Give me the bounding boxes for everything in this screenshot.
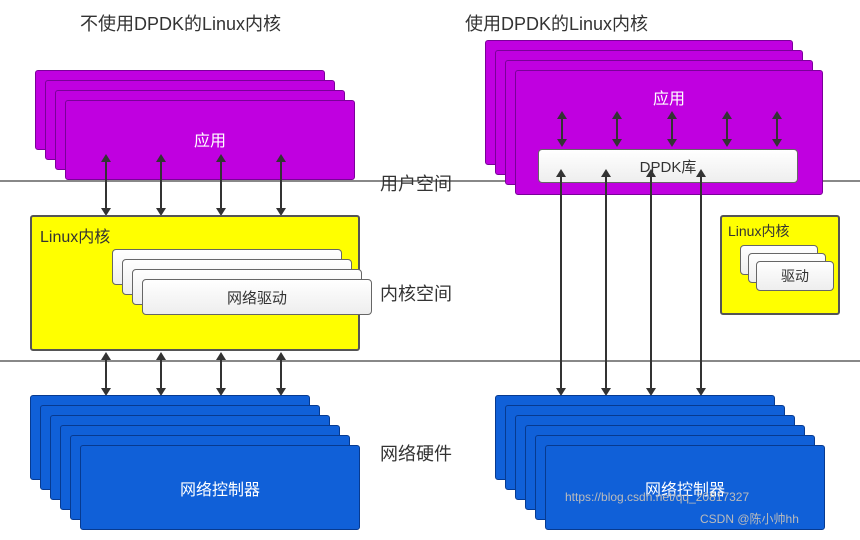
right-inner-arrow <box>616 117 618 141</box>
right-inner-arrow <box>726 117 728 141</box>
left-arrow-kernel-nic <box>160 358 162 390</box>
watermark-author: CSDN @陈小帅hh <box>700 510 799 527</box>
right-app-label: 应用 <box>516 85 822 109</box>
left-arrow-app-kernel <box>220 160 222 210</box>
left-kernel-box: Linux内核 网络驱动 <box>30 215 360 351</box>
left-app-card: 应用 <box>65 100 355 180</box>
right-arrow-app-nic <box>560 175 562 390</box>
right-kernel-label: Linux内核 <box>728 221 789 241</box>
right-title: 使用DPDK的Linux内核 <box>465 10 648 36</box>
left-title: 不使用DPDK的Linux内核 <box>80 10 281 36</box>
left-nic-label: 网络控制器 <box>81 476 359 500</box>
right-inner-arrow <box>776 117 778 141</box>
right-driver-label: 驱动 <box>781 266 809 286</box>
label-hardware: 网络硬件 <box>380 440 452 466</box>
label-kernel-space: 内核空间 <box>380 280 452 306</box>
left-app-label: 应用 <box>66 127 354 151</box>
left-arrow-app-kernel <box>280 160 282 210</box>
left-arrow-app-kernel <box>160 160 162 210</box>
left-nic-card: 网络控制器 <box>80 445 360 530</box>
left-arrow-kernel-nic <box>220 358 222 390</box>
right-kernel-box: Linux内核 驱动 <box>720 215 840 315</box>
label-user-space: 用户空间 <box>380 170 452 196</box>
watermark-blog: https://blog.csdn.net/qq_20817327 <box>565 490 749 504</box>
right-arrow-app-nic <box>700 175 702 390</box>
right-arrow-app-nic <box>605 175 607 390</box>
right-arrow-app-nic <box>650 175 652 390</box>
right-inner-arrow <box>561 117 563 141</box>
dpdk-lib-box: DPDK库 <box>538 149 798 183</box>
left-arrow-app-kernel <box>105 160 107 210</box>
left-nic-stack: 网络控制器 <box>30 395 370 535</box>
left-kernel-label: Linux内核 <box>40 223 110 247</box>
left-arrow-kernel-nic <box>105 358 107 390</box>
right-inner-arrow <box>671 117 673 141</box>
hline-kernel-hw <box>0 360 860 362</box>
left-arrow-kernel-nic <box>280 358 282 390</box>
left-driver-card: 网络驱动 <box>142 279 372 315</box>
right-driver-card: 驱动 <box>756 261 834 291</box>
left-app-stack: 应用 <box>35 70 355 180</box>
left-driver-label: 网络驱动 <box>227 287 287 308</box>
